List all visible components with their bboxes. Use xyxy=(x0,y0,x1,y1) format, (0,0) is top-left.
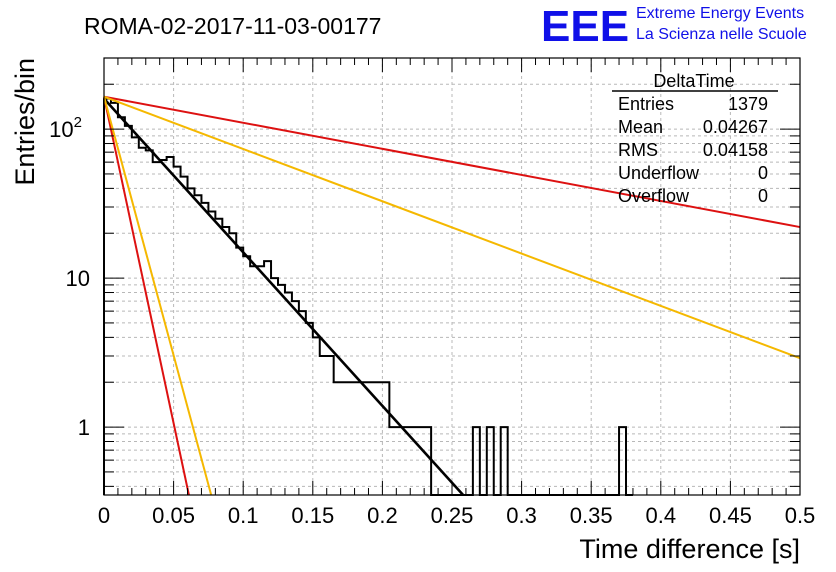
y-axis-label: Entries/bin xyxy=(10,58,40,186)
stat-label-underflow: Underflow xyxy=(618,163,700,183)
x-tick-label: 0.25 xyxy=(431,503,474,528)
brand-line-2: La Scienza nelle Scuole xyxy=(636,26,807,43)
label-layer: 0 0.05 0.1 0.15 0.2 0.25 0.3 0.35 0.4 0.45 0.5 1 10 1… xyxy=(49,114,815,528)
x-tick-label: 0.5 xyxy=(785,503,816,528)
x-tick-label: 0.3 xyxy=(506,503,537,528)
y-tick-label: 10 xyxy=(66,266,90,291)
stat-label-mean: Mean xyxy=(618,117,663,137)
stat-value-rms: 0.04158 xyxy=(703,140,768,160)
stats-box: DeltaTime Entries 1379 Mean 0.04267 RMS … xyxy=(612,71,778,206)
plot-title: ROMA-02-2017-11-03-00177 xyxy=(84,13,381,39)
fit-line-5 xyxy=(103,96,213,496)
x-tick-label: 0.35 xyxy=(570,503,613,528)
x-tick-label: 0.05 xyxy=(152,503,195,528)
x-tick-label: 0.2 xyxy=(367,503,398,528)
fit-line-3 xyxy=(103,95,801,360)
stat-value-overflow: 0 xyxy=(758,186,768,206)
stat-label-entries: Entries xyxy=(618,94,674,114)
data-layer xyxy=(103,97,633,496)
x-tick-label: 0.4 xyxy=(646,503,677,528)
y-tick-label: 102 xyxy=(49,114,82,142)
fit-line-2 xyxy=(103,95,801,229)
x-axis-label: Time difference [s] xyxy=(579,534,800,564)
x-tick-label: 0.1 xyxy=(228,503,259,528)
stat-value-mean: 0.04267 xyxy=(703,117,768,137)
fit-line-1 xyxy=(103,97,465,496)
fit-layer xyxy=(103,95,801,496)
stat-value-underflow: 0 xyxy=(758,163,768,183)
eee-logo: EEE xyxy=(541,2,629,51)
x-tick-label: 0 xyxy=(98,503,110,528)
y-tick-label: 1 xyxy=(78,415,90,440)
x-tick-label: 0.45 xyxy=(709,503,752,528)
stat-value-entries: 1379 xyxy=(728,94,768,114)
brand-line-1: Extreme Energy Events xyxy=(636,5,804,22)
stat-label-rms: RMS xyxy=(618,140,658,160)
histogram-outline xyxy=(103,97,633,496)
stats-box-title: DeltaTime xyxy=(653,71,734,91)
stat-label-overflow: Overflow xyxy=(618,186,690,206)
grid-layer xyxy=(104,57,800,495)
x-tick-label: 0.15 xyxy=(291,503,334,528)
tick-layer xyxy=(103,57,801,495)
fit-line-4 xyxy=(103,96,190,496)
y-tick-exponent: 2 xyxy=(74,114,82,131)
